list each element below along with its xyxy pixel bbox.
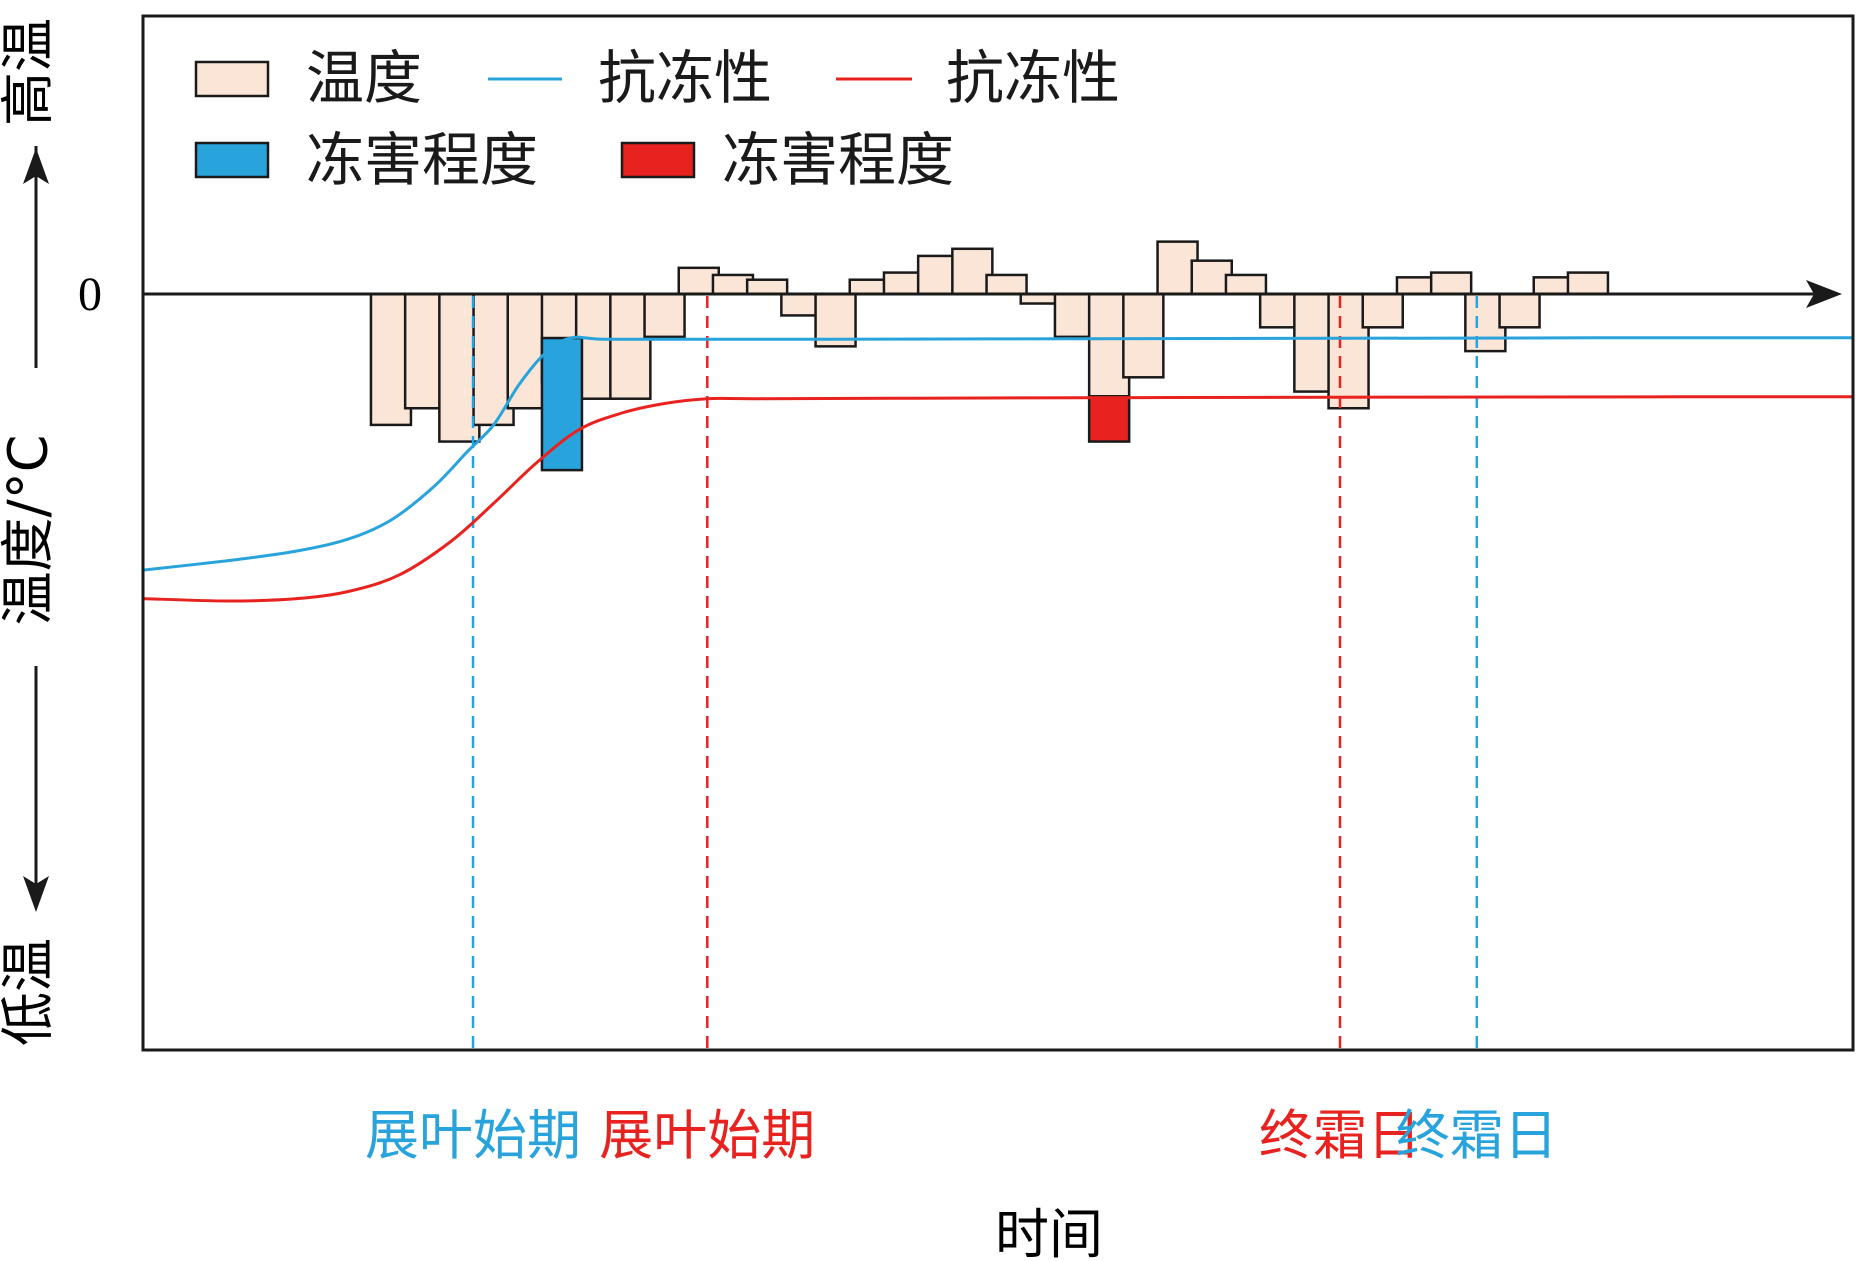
temperature-bar-36 xyxy=(1566,271,1610,296)
y-axis-low-label: 低温 xyxy=(0,938,60,1046)
y-axis-high-label: 高温 xyxy=(0,18,60,126)
temperature-bar-12 xyxy=(745,278,789,296)
temperature-bar-30 xyxy=(1361,292,1404,329)
legend-hardiness-red-label: 抗冻性 xyxy=(946,44,1120,112)
plot-frame xyxy=(141,14,1855,1052)
temperature-bar-23 xyxy=(1122,292,1165,379)
temperature-bar-34 xyxy=(1498,292,1541,329)
temperature-bar-26 xyxy=(1224,273,1268,296)
temperature-bar-9 xyxy=(643,292,686,339)
damage-red-bar xyxy=(1087,395,1131,443)
y-axis-annotation: 高温 温度/°C 低温 xyxy=(0,18,60,1046)
legend-damage-blue-label: 冻害程度 xyxy=(306,126,538,194)
marker-label-4: 终霜日 xyxy=(1396,1104,1558,1167)
legend-temperature-label: 温度 xyxy=(306,44,422,112)
y-axis-title: 温度/°C xyxy=(0,435,60,626)
y-axis-down-arrowhead xyxy=(23,876,49,912)
legend-hardiness-blue-label: 抗冻性 xyxy=(598,44,772,112)
legend-damage-red-swatch xyxy=(620,141,696,179)
marker-label-2: 展叶始期 xyxy=(599,1104,815,1167)
marker-label-3: 终霜日 xyxy=(1259,1104,1421,1167)
temperature-bar-19 xyxy=(985,273,1028,296)
hardiness-blue-curve xyxy=(142,335,1854,572)
x-axis-title: 时间 xyxy=(995,1203,1103,1261)
y-axis-up-arrowhead xyxy=(23,148,49,184)
hardiness-curves xyxy=(142,335,1854,603)
time-axis-arrowhead xyxy=(1806,280,1842,308)
damage-bars xyxy=(540,336,1131,472)
damage-blue-bar xyxy=(540,336,584,472)
hardiness-red-curve xyxy=(142,395,1853,603)
legend-damage-blue-swatch xyxy=(194,141,270,179)
legend-damage-red-label: 冻害程度 xyxy=(722,126,954,194)
temperature-bar-32 xyxy=(1429,271,1473,296)
phenology-marker-lines xyxy=(471,296,1479,1048)
legend-temperature-swatch xyxy=(194,60,270,98)
marker-label-1: 展叶始期 xyxy=(365,1104,581,1167)
y-zero-tick-label: 0 xyxy=(78,268,102,321)
